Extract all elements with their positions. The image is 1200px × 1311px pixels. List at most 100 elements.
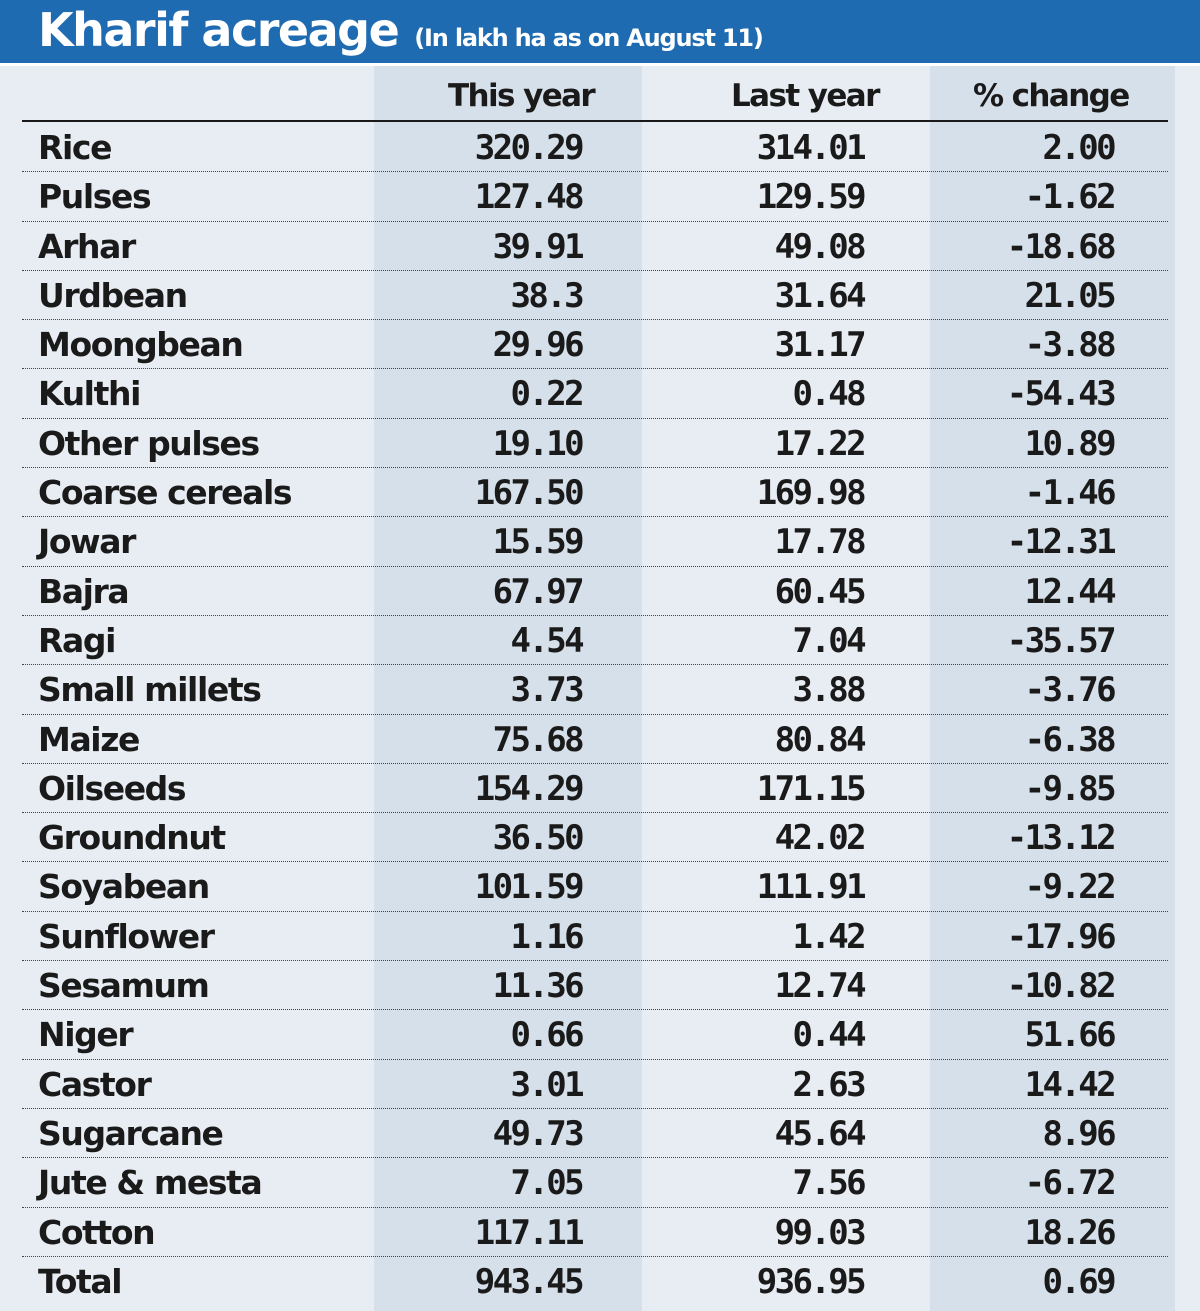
this-year-cell: 0.66 xyxy=(510,1015,585,1056)
table-row: Urdbean 38.3 31.64 21.05 xyxy=(22,271,1168,321)
crop-name-cell: Rice xyxy=(38,128,112,167)
this-year-cell: 49.73 xyxy=(492,1113,585,1154)
pct-change-cell: -1.46 xyxy=(1024,473,1117,514)
last-year-cell: 936.95 xyxy=(756,1261,867,1302)
table-row: Rice 320.29 314.01 2.00 xyxy=(22,123,1168,173)
crop-name-cell: Castor xyxy=(38,1064,152,1104)
crop-name-cell: Bajra xyxy=(38,571,130,611)
table-row: Moongbean 29.96 31.17 -3.88 xyxy=(22,320,1168,370)
pct-change-cell: -18.68 xyxy=(1006,226,1117,267)
last-year-cell: 60.45 xyxy=(774,571,867,612)
table-row: Bajra 67.97 60.45 12.44 xyxy=(22,567,1168,616)
pct-change-cell: 51.66 xyxy=(1024,1015,1117,1056)
last-year-cell: 80.84 xyxy=(774,719,867,760)
crop-name-cell: Jute & mesta xyxy=(38,1163,263,1203)
column-header-row: This year Last year % change xyxy=(0,78,1200,118)
this-year-cell: 3.73 xyxy=(510,670,585,711)
pct-change-column-band xyxy=(930,66,1175,1311)
last-year-cell: 31.17 xyxy=(774,325,867,366)
this-year-cell: 3.01 xyxy=(510,1064,585,1105)
crop-name-cell: Sugarcane xyxy=(38,1113,224,1153)
pct-change-cell: -54.43 xyxy=(1006,374,1117,415)
this-year-cell: 320.29 xyxy=(474,128,585,168)
this-year-cell: 117.11 xyxy=(474,1212,585,1253)
crop-name-cell: Cotton xyxy=(38,1212,156,1252)
crop-name-cell: Groundnut xyxy=(38,818,226,858)
table-row: Arhar 39.91 49.08 -18.68 xyxy=(22,222,1168,271)
table-row: Kulthi 0.22 0.48 -54.43 xyxy=(22,369,1168,419)
pct-change-cell: -6.38 xyxy=(1024,719,1117,760)
last-year-cell: 45.64 xyxy=(774,1113,867,1154)
header-rule xyxy=(22,120,1168,122)
last-year-cell: 2.63 xyxy=(792,1064,867,1105)
this-year-cell: 19.10 xyxy=(492,423,585,464)
this-year-cell: 29.96 xyxy=(492,325,585,366)
pct-change-cell: -3.88 xyxy=(1024,325,1117,366)
pct-change-cell: -9.22 xyxy=(1024,867,1117,908)
pct-change-cell: 2.00 xyxy=(1042,128,1117,168)
table-row: Small millets 3.73 3.88 -3.76 xyxy=(22,665,1168,715)
pct-change-cell: -13.12 xyxy=(1006,818,1117,859)
table-row: Pulses 127.48 129.59 -1.62 xyxy=(22,172,1168,222)
table-row: Soyabean 101.59 111.91 -9.22 xyxy=(22,862,1168,912)
pct-change-cell: -12.31 xyxy=(1006,522,1117,563)
pct-change-cell: 8.96 xyxy=(1042,1113,1117,1154)
this-year-cell: 11.36 xyxy=(492,966,585,1007)
crop-name-cell: Sesamum xyxy=(38,966,210,1006)
last-year-cell: 17.78 xyxy=(774,522,867,563)
table-row: Sugarcane 49.73 45.64 8.96 xyxy=(22,1109,1168,1159)
pct-change-cell: 0.69 xyxy=(1042,1261,1117,1302)
table-row: Maize 75.68 80.84 -6.38 xyxy=(22,715,1168,764)
crop-name-cell: Urdbean xyxy=(38,275,188,315)
this-year-column-band xyxy=(374,66,642,1311)
pct-change-cell: 21.05 xyxy=(1024,275,1117,316)
table-row: Groundnut 36.50 42.02 -13.12 xyxy=(22,813,1168,863)
this-year-cell: 39.91 xyxy=(492,226,585,267)
crop-name-cell: Oilseeds xyxy=(38,768,187,808)
this-year-cell: 7.05 xyxy=(510,1163,585,1204)
last-year-cell: 12.74 xyxy=(774,966,867,1007)
last-year-cell: 1.42 xyxy=(792,916,867,957)
last-year-cell: 49.08 xyxy=(774,226,867,267)
table-row: Other pulses 19.10 17.22 10.89 xyxy=(22,419,1168,469)
table-row: Niger 0.66 0.44 51.66 xyxy=(22,1010,1168,1060)
last-year-cell: 0.44 xyxy=(792,1015,867,1056)
this-year-cell: 67.97 xyxy=(492,571,585,612)
pct-change-cell: -1.62 xyxy=(1024,177,1117,218)
crop-name-cell: Coarse cereals xyxy=(38,473,293,513)
pct-change-cell: -6.72 xyxy=(1024,1163,1117,1204)
crop-name-cell: Pulses xyxy=(38,177,152,217)
last-year-cell: 111.91 xyxy=(756,867,867,908)
last-year-cell: 169.98 xyxy=(756,473,867,514)
pct-change-cell: 14.42 xyxy=(1024,1064,1117,1105)
table-body: Rice 320.29 314.01 2.00 Pulses 127.48 129.59 -1… xyxy=(0,123,1200,1306)
this-year-cell: 75.68 xyxy=(492,719,585,760)
pct-change-cell: 10.89 xyxy=(1024,423,1117,464)
last-year-cell: 129.59 xyxy=(756,177,867,218)
crop-name-cell: Soyabean xyxy=(38,867,210,907)
this-year-cell: 38.3 xyxy=(510,275,585,316)
this-year-cell: 127.48 xyxy=(474,177,585,218)
crop-name-cell: Moongbean xyxy=(38,325,244,365)
last-year-cell: 99.03 xyxy=(774,1212,867,1253)
total-row: Total 943.45 936.95 0.69 xyxy=(22,1257,1168,1306)
crop-name-cell: Ragi xyxy=(38,620,116,660)
table-subtitle: (In lakh ha as on August 11) xyxy=(414,24,764,52)
column-header-last-year: Last year xyxy=(731,78,880,114)
this-year-cell: 943.45 xyxy=(474,1261,585,1302)
last-year-cell: 171.15 xyxy=(756,768,867,809)
last-year-cell: 17.22 xyxy=(774,423,867,464)
column-header-this-year: This year xyxy=(448,78,596,114)
table-row: Sunflower 1.16 1.42 -17.96 xyxy=(22,912,1168,962)
this-year-cell: 36.50 xyxy=(492,818,585,859)
crop-name-cell: Maize xyxy=(38,719,140,759)
title-divider xyxy=(0,63,1200,66)
pct-change-cell: -3.76 xyxy=(1024,670,1117,711)
this-year-cell: 1.16 xyxy=(510,916,585,957)
last-year-cell: 314.01 xyxy=(756,128,867,168)
crop-name-cell: Kulthi xyxy=(38,374,141,414)
table-row: Ragi 4.54 7.04 -35.57 xyxy=(22,616,1168,666)
table-row: Cotton 117.11 99.03 18.26 xyxy=(22,1208,1168,1257)
this-year-cell: 4.54 xyxy=(510,620,585,661)
